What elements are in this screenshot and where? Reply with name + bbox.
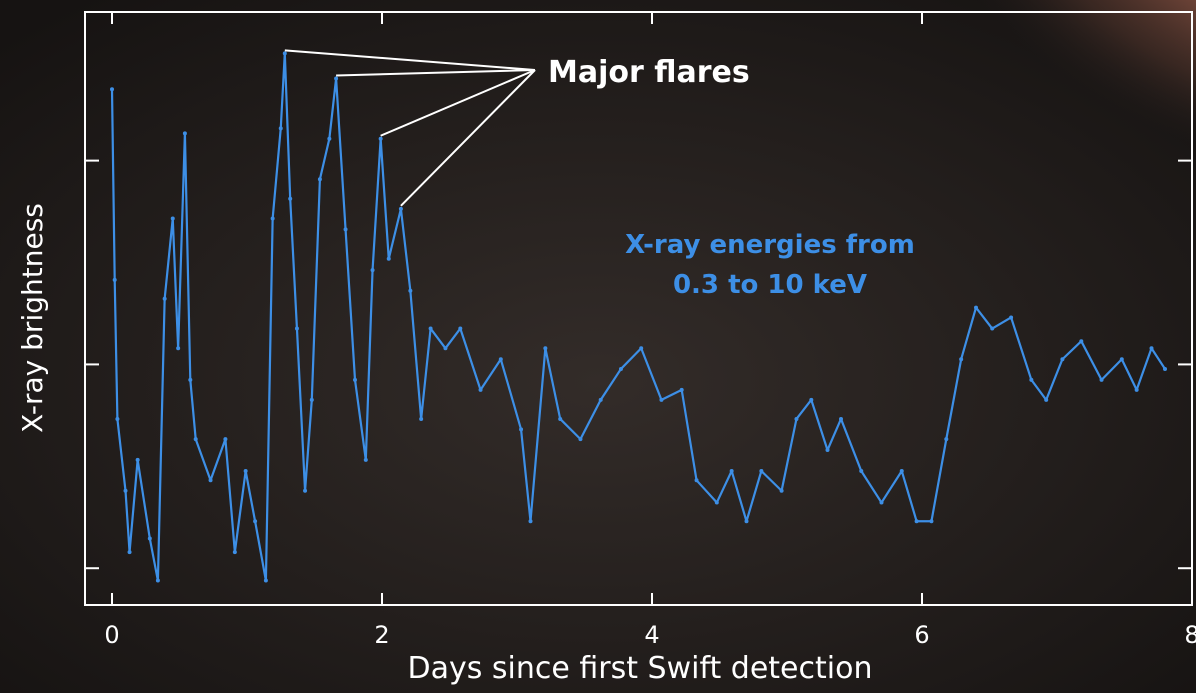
data-point (1135, 388, 1139, 392)
page: {"chart_data": {"type": "line", "x_label… (0, 0, 1196, 693)
data-point (1163, 367, 1167, 371)
data-point (244, 469, 248, 473)
data-point (529, 519, 533, 523)
data-point (730, 469, 734, 473)
data-point (809, 398, 813, 402)
data-point (113, 278, 117, 282)
data-point (310, 398, 314, 402)
annotation: X-ray energies from (625, 230, 915, 260)
data-point (279, 126, 283, 130)
data-point (715, 501, 719, 505)
data-point (519, 427, 523, 431)
data-point (288, 197, 292, 201)
data-point (419, 417, 423, 421)
data-point (479, 388, 483, 392)
data-point (1100, 378, 1104, 382)
data-point (578, 437, 582, 441)
data-point (124, 489, 128, 493)
data-point (499, 357, 503, 361)
data-point (318, 177, 322, 181)
data-point (209, 478, 213, 482)
data-point (659, 398, 663, 402)
data-point (344, 227, 348, 231)
data-point (163, 297, 167, 301)
data-point (364, 458, 368, 462)
data-point (680, 388, 684, 392)
data-point (353, 378, 357, 382)
data-point (128, 550, 132, 554)
data-point (136, 458, 140, 462)
x-tick-label: 4 (644, 621, 659, 649)
data-point (264, 579, 268, 583)
data-point (458, 327, 462, 331)
data-point (826, 448, 830, 452)
data-point (639, 346, 643, 350)
data-point (1150, 346, 1154, 350)
data-point (543, 346, 547, 350)
annotation: Major flares (548, 55, 750, 90)
data-point (408, 289, 412, 293)
data-point (1029, 378, 1033, 382)
data-point (110, 87, 114, 91)
data-point (399, 207, 403, 211)
x-axis-title: Days since first Swift detection (408, 651, 873, 686)
data-point (253, 519, 257, 523)
data-point (183, 131, 187, 135)
data-point (558, 417, 562, 421)
data-point (990, 327, 994, 331)
data-point (780, 489, 784, 493)
data-point (1120, 357, 1124, 361)
data-point (271, 216, 275, 220)
data-point (759, 469, 763, 473)
data-point (839, 417, 843, 421)
data-point (327, 137, 331, 141)
data-point (443, 346, 447, 350)
data-point (859, 469, 863, 473)
data-point (944, 437, 948, 441)
data-point (1060, 357, 1064, 361)
data-point (194, 437, 198, 441)
data-point (880, 501, 884, 505)
data-point (379, 137, 383, 141)
data-point (371, 268, 375, 272)
data-point (599, 398, 603, 402)
annotation: 0.3 to 10 keV (673, 270, 867, 300)
data-point (1009, 315, 1013, 319)
x-tick-label: 0 (104, 621, 119, 649)
data-point (1044, 398, 1048, 402)
data-point (176, 346, 180, 350)
data-point (188, 378, 192, 382)
data-point (387, 257, 391, 261)
data-point (283, 51, 287, 55)
data-point (156, 579, 160, 583)
data-point (929, 519, 933, 523)
data-point (334, 76, 338, 80)
data-point (1079, 339, 1083, 343)
data-point (295, 327, 299, 331)
x-tick-label: 6 (914, 621, 929, 649)
data-point (794, 417, 798, 421)
data-point (303, 489, 307, 493)
data-point (223, 437, 227, 441)
data-point (900, 469, 904, 473)
data-point (115, 417, 119, 421)
data-point (171, 216, 175, 220)
data-point (695, 478, 699, 482)
x-tick-label: 2 (374, 621, 389, 649)
data-point (745, 519, 749, 523)
data-point (233, 550, 237, 554)
data-point (619, 367, 623, 371)
data-point (148, 536, 152, 540)
data-point (915, 519, 919, 523)
data-point (429, 327, 433, 331)
chart: Days since first Swift detection X-ray b… (0, 0, 1196, 693)
data-point (974, 306, 978, 310)
x-tick-label: 8 (1184, 621, 1196, 649)
data-point (959, 357, 963, 361)
y-axis-title: X-ray brightness (16, 203, 49, 433)
